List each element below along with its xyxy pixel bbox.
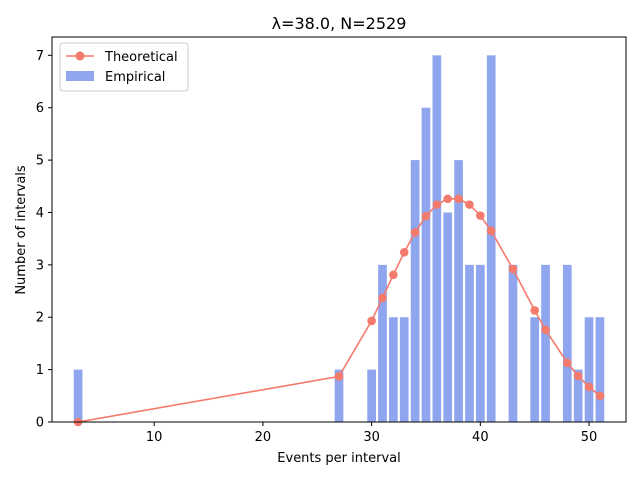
theoretical-point	[476, 211, 485, 220]
theoretical-point	[454, 194, 463, 204]
legend-label-empirical: Empirical	[105, 70, 165, 85]
bar	[378, 264, 387, 422]
theoretical-point	[530, 306, 539, 315]
x-tick-label: 30	[363, 430, 380, 445]
theoretical-point	[573, 371, 583, 381]
bar	[73, 369, 83, 422]
x-tick-label: 10	[146, 430, 163, 445]
y-axis-label: Number of intervals	[14, 165, 29, 295]
legend-marker-swatch	[75, 51, 85, 61]
theoretical-point	[465, 200, 474, 209]
bar	[584, 317, 594, 422]
legend: Theoretical Empirical	[59, 42, 189, 92]
y-tick-label: 6	[36, 101, 44, 116]
bar	[573, 369, 583, 422]
x-tick-label: 20	[255, 430, 272, 445]
theoretical-point	[563, 358, 572, 368]
x-axis-label: Events per interval	[277, 451, 400, 466]
bar	[432, 55, 442, 422]
y-tick-label: 7	[36, 49, 44, 64]
axes-frame	[51, 36, 627, 423]
bar	[508, 264, 518, 422]
theoretical-point	[432, 200, 442, 209]
bar-series-empirical	[73, 55, 605, 423]
bar	[475, 264, 485, 422]
legend-bar-swatch	[66, 71, 94, 81]
y-tick-label: 2	[36, 311, 44, 326]
bar	[465, 264, 474, 422]
theoretical-point	[443, 194, 453, 204]
x-tick-label: 40	[472, 430, 489, 445]
bar	[389, 317, 398, 422]
y-tick-label: 3	[36, 258, 44, 273]
bar	[541, 264, 550, 422]
theoretical-point	[367, 316, 376, 326]
y-tick-label: 4	[36, 206, 44, 221]
theoretical-point	[486, 226, 496, 236]
bar	[454, 160, 463, 422]
theoretical-point	[378, 293, 387, 303]
theoretical-point	[541, 325, 550, 335]
theoretical-point	[410, 228, 420, 237]
bar	[367, 369, 376, 422]
bar	[530, 317, 540, 422]
y-axis-ticks: 0 1 2 3 4 5 6 7	[36, 49, 52, 431]
bar	[595, 317, 605, 422]
bar	[562, 264, 572, 422]
theoretical-point	[595, 391, 605, 401]
y-tick-label: 0	[36, 416, 44, 431]
bar	[334, 369, 344, 422]
bar	[486, 55, 496, 422]
bar	[410, 160, 420, 422]
theoretical-point	[399, 247, 409, 257]
bar	[421, 107, 431, 423]
theoretical-point	[508, 264, 518, 274]
chart-title: λ=38.0, N=2529	[272, 14, 407, 33]
theoretical-point	[584, 382, 594, 392]
bar	[443, 212, 453, 422]
theoretical-point	[389, 270, 398, 280]
theoretical-point	[421, 211, 431, 221]
theoretical-point	[334, 372, 344, 381]
x-axis-ticks: 10 20 30 40 50	[146, 422, 597, 445]
y-tick-label: 1	[36, 363, 44, 378]
bar	[399, 317, 409, 422]
y-tick-label: 5	[36, 154, 44, 169]
x-tick-label: 50	[581, 430, 598, 445]
legend-label-theoretical: Theoretical	[104, 50, 178, 65]
